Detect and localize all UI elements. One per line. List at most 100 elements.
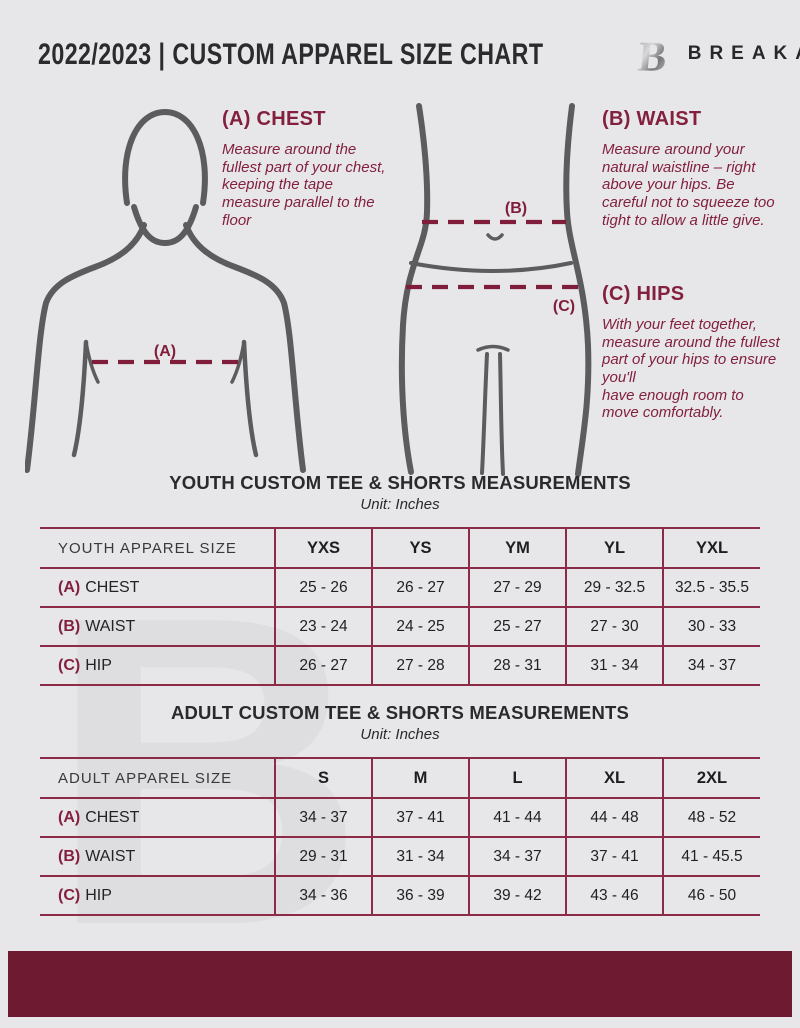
table-row-hip: (C) HIP 34 - 36 36 - 39 39 - 42 43 - 46 4… — [40, 876, 760, 915]
figure-inner-leg-left — [480, 352, 489, 475]
measure-guide-section: (A) (B) (C) (A) CHEST Measure around the… — [0, 0, 800, 480]
row-key: (B) — [58, 617, 81, 635]
size-value-cell: 26 - 27 — [274, 646, 372, 685]
size-col-header: YL — [565, 528, 663, 568]
youth-section-title: YOUTH CUSTOM TEE & SHORTS MEASUREMENTS — [169, 472, 631, 493]
row-label-cell: (A) CHEST — [40, 798, 275, 837]
size-col-header: YM — [468, 528, 566, 568]
row-label-cell: (B) WAIST — [40, 837, 275, 876]
figure-head-outline — [122, 109, 208, 206]
row-label-cell: (B) WAIST — [40, 607, 275, 646]
size-value-cell: 41 - 45.5 — [662, 837, 760, 876]
table-row-chest: (A) CHEST 25 - 26 26 - 27 27 - 29 29 - 32… — [40, 568, 760, 607]
size-value-cell: 34 - 37 — [468, 837, 566, 876]
breakaway-logo-icon: B — [627, 33, 669, 80]
table-row-waist: (B) WAIST 29 - 31 31 - 34 34 - 37 37 - 41… — [40, 837, 760, 876]
chest-figure-illustration: (A) — [25, 109, 306, 473]
youth-unit-label: Unit: Inches — [360, 496, 440, 513]
size-value-cell: 44 - 48 — [565, 798, 663, 837]
youth-size-table: YOUTH APPAREL SIZE YXS YS YM YL YXL (A) C… — [40, 527, 760, 686]
row-label: HIP — [85, 656, 112, 674]
size-value-cell: 41 - 44 — [468, 798, 566, 837]
size-value-cell: 29 - 31 — [274, 837, 372, 876]
size-col-header: 2XL — [662, 758, 760, 798]
size-value-cell: 28 - 31 — [468, 646, 566, 685]
figure-inner-leg-right — [498, 352, 505, 476]
size-value-cell: 27 - 29 — [468, 568, 566, 607]
size-value-cell: 27 - 30 — [565, 607, 663, 646]
table-row-waist: (B) WAIST 23 - 24 24 - 25 25 - 27 27 - 30… — [40, 607, 760, 646]
waist-marker-label: (B) — [505, 200, 527, 217]
size-value-cell: 46 - 50 — [662, 876, 760, 915]
size-value-cell: 27 - 28 — [371, 646, 469, 685]
size-col-header: YXS — [274, 528, 372, 568]
chest-description: Measure around the fullest part of your … — [222, 141, 386, 229]
footer-bar — [8, 951, 792, 1017]
size-col-header: M — [371, 758, 469, 798]
size-col-header: L — [468, 758, 566, 798]
size-value-cell: 34 - 36 — [274, 876, 372, 915]
table-row-hip: (C) HIP 26 - 27 27 - 28 28 - 31 31 - 34 3… — [40, 646, 760, 685]
row-label-cell: (A) CHEST — [40, 568, 275, 607]
figure-torso-right-edge — [563, 103, 592, 477]
brand: B BREAKAWAY — [626, 25, 800, 83]
hips-description: With your feet together, measure around … — [602, 316, 780, 422]
row-key: (A) — [58, 578, 81, 596]
hips-marker-label: (C) — [553, 298, 575, 315]
figure-right-armpit-crease — [230, 340, 246, 384]
size-value-cell: 26 - 27 — [371, 568, 469, 607]
adult-size-table: ADULT APPAREL SIZE S M L XL 2XL (A) CHEST… — [40, 757, 760, 916]
size-col-header: YXL — [662, 528, 760, 568]
chest-marker-label: (A) — [154, 343, 176, 360]
adult-section-title: ADULT CUSTOM TEE & SHORTS MEASUREMENTS — [170, 702, 630, 723]
row-label: WAIST — [85, 847, 136, 865]
size-value-cell: 34 - 37 — [662, 646, 760, 685]
size-value-cell: 34 - 37 — [274, 798, 372, 837]
size-value-cell: 24 - 25 — [371, 607, 469, 646]
figure-hip-crease — [409, 261, 573, 273]
logo-letter-group: B — [627, 33, 669, 80]
row-label: CHEST — [85, 578, 140, 596]
figure-navel — [486, 233, 504, 241]
size-value-cell: 37 - 41 — [565, 837, 663, 876]
row-key: (A) — [58, 808, 81, 826]
figure-crotch-curve — [476, 344, 510, 352]
brand-name: BREAKAWAY — [687, 43, 800, 64]
size-value-cell: 25 - 26 — [274, 568, 372, 607]
figure-right-armpit — [241, 339, 259, 458]
size-value-cell: 31 - 34 — [371, 837, 469, 876]
header: 2022/2023 | CUSTOM APPAREL SIZE CHART B — [38, 22, 800, 86]
waist-heading: (B) WAIST — [602, 108, 702, 130]
row-key: (C) — [58, 656, 81, 674]
adult-size-label-header: ADULT APPAREL SIZE — [58, 769, 233, 787]
figure-left-armpit-crease — [84, 340, 100, 384]
figure-left-armpit — [71, 339, 89, 458]
figure-left-shoulder-arm — [25, 222, 147, 473]
size-value-cell: 30 - 33 — [662, 607, 760, 646]
adult-unit-label: Unit: Inches — [360, 726, 440, 743]
row-label-cell: (C) HIP — [40, 876, 275, 915]
row-label: WAIST — [85, 617, 136, 635]
size-col-header: XL — [565, 758, 663, 798]
table-row-chest: (A) CHEST 34 - 37 37 - 41 41 - 44 44 - 48… — [40, 798, 760, 837]
size-value-cell: 23 - 24 — [274, 607, 372, 646]
size-value-cell: 37 - 41 — [371, 798, 469, 837]
waist-hips-figure-illustration: (B) (C) — [398, 103, 592, 477]
figure-torso-left-edge — [398, 103, 431, 475]
figure-right-shoulder-arm — [183, 222, 306, 473]
row-label: CHEST — [85, 808, 140, 826]
size-value-cell: 39 - 42 — [468, 876, 566, 915]
waist-description: Measure around your natural waistline – … — [602, 141, 775, 229]
row-label: HIP — [85, 886, 112, 904]
youth-header-row: YOUTH APPAREL SIZE YXS YS YM YL YXL — [40, 528, 760, 568]
size-value-cell: 48 - 52 — [662, 798, 760, 837]
size-value-cell: 36 - 39 — [371, 876, 469, 915]
size-value-cell: 31 - 34 — [565, 646, 663, 685]
row-key: (C) — [58, 886, 81, 904]
page-title: 2022/2023 | CUSTOM APPAREL SIZE CHART — [38, 36, 544, 70]
size-col-header: S — [274, 758, 372, 798]
adult-header-row: ADULT APPAREL SIZE S M L XL 2XL — [40, 758, 760, 798]
youth-size-label-header: YOUTH APPAREL SIZE — [58, 539, 237, 557]
size-value-cell: 29 - 32.5 — [565, 568, 663, 607]
size-value-cell: 32.5 - 35.5 — [662, 568, 760, 607]
